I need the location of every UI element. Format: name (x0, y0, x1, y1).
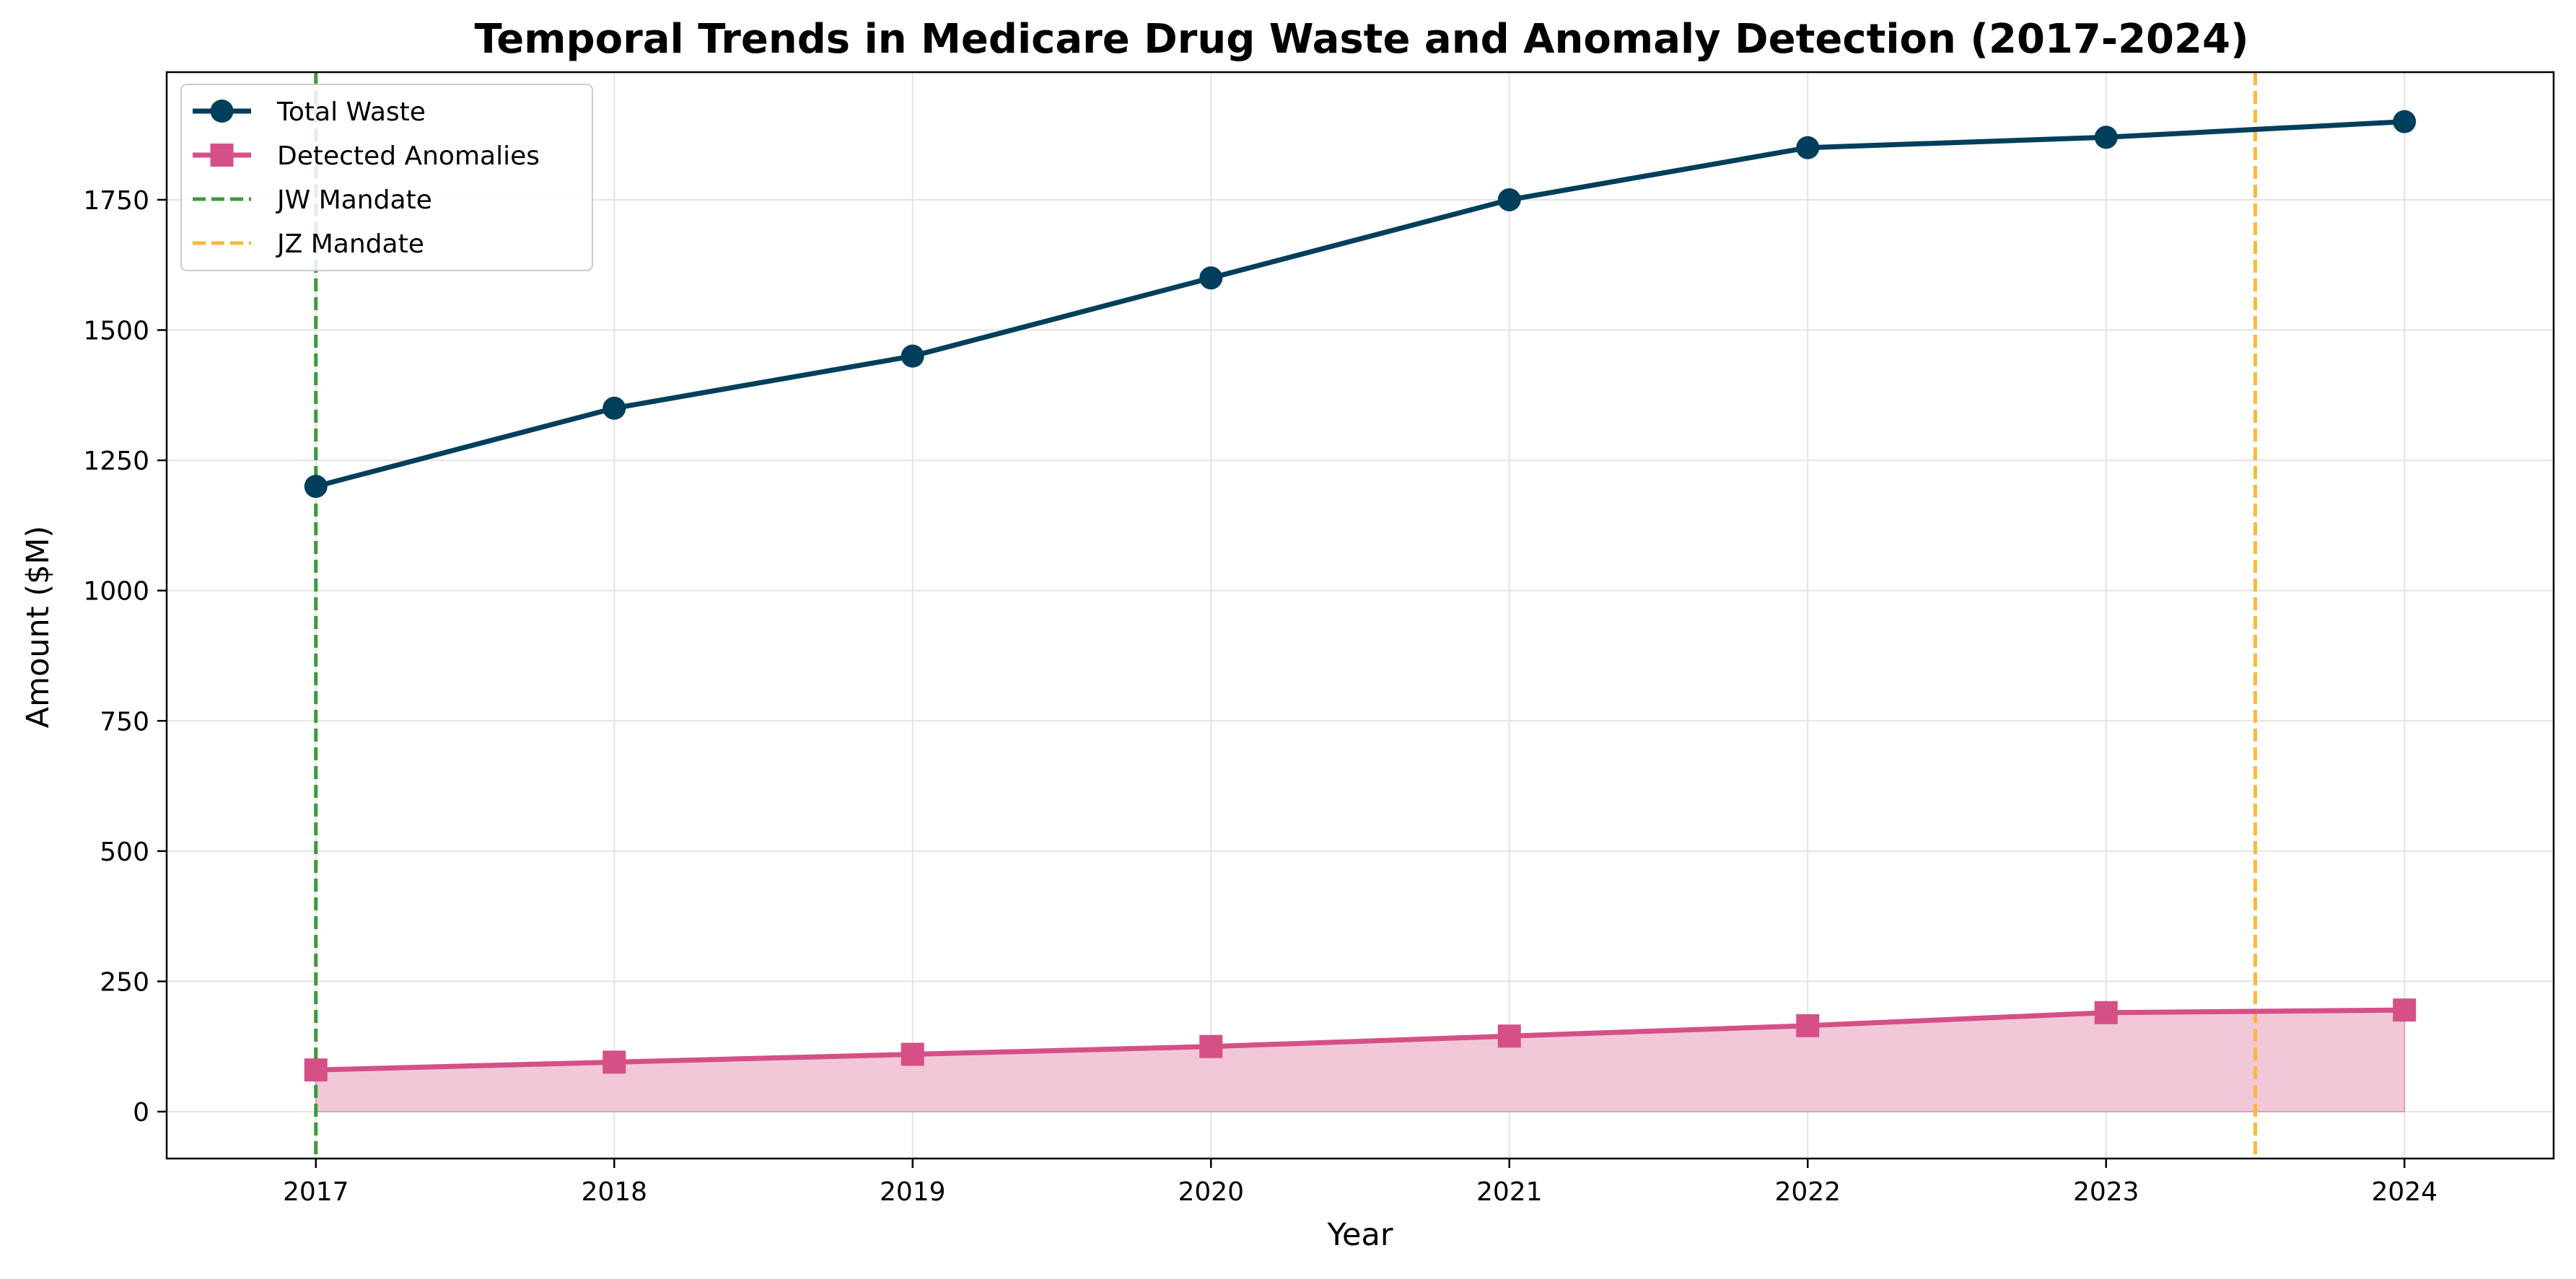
x-tick-label: 2017 (283, 1177, 349, 1207)
total-waste-point (1199, 266, 1223, 290)
legend-detected-anomalies-label: Detected Anomalies (277, 141, 540, 171)
x-tick-label: 2021 (1476, 1177, 1543, 1207)
x-tick-label: 2023 (2073, 1177, 2139, 1207)
detected-anomalies-point (603, 1050, 626, 1074)
legend-box (180, 84, 593, 271)
legend-detected-anomalies-marker (210, 144, 234, 167)
y-tick-label: 1750 (83, 186, 149, 216)
mandate-lines (314, 72, 2257, 1159)
total-waste-point (2094, 126, 2118, 149)
y-tick-label: 1000 (83, 577, 149, 607)
total-waste-point (2393, 110, 2417, 133)
x-axis-label: Year (1326, 1217, 1393, 1253)
y-tick-label: 0 (133, 1098, 149, 1128)
legend-total-waste-label: Total Waste (276, 97, 426, 127)
legend-jw-mandate-label: JW Mandate (276, 185, 432, 215)
y-tick-label: 500 (100, 838, 149, 867)
total-waste-point (603, 396, 626, 420)
detected-anomalies-point (1199, 1034, 1223, 1058)
total-waste-line (315, 119, 2405, 489)
total-waste-point (1796, 136, 1820, 159)
total-waste-point (304, 475, 328, 498)
x-tick-label: 2024 (2371, 1177, 2437, 1207)
legend: Total Waste Detected Anomalies JW Mandate J… (180, 84, 593, 271)
total-waste-point (1497, 188, 1521, 211)
x-tick-label: 2020 (1178, 1177, 1244, 1207)
axis-ticks: 2017 2018 2019 2020 2021 2022 2023 2024 0 250 500 7… (83, 186, 2437, 1207)
chart-title: Temporal Trends in Medicare Drug Waste a… (474, 16, 2248, 63)
data-series (304, 110, 2417, 1082)
total-waste-point (901, 344, 924, 368)
detected-anomalies-point (304, 1058, 328, 1082)
x-tick-label: 2018 (581, 1177, 647, 1207)
y-tick-label: 250 (100, 967, 149, 997)
detected-anomalies-point (2094, 1001, 2118, 1024)
y-tick-label: 750 (100, 707, 149, 737)
detected-anomalies-point (1497, 1024, 1521, 1048)
grid-lines (167, 72, 2554, 1159)
detected-anomalies-point (1796, 1014, 1820, 1037)
detected-anomalies-point (2393, 998, 2417, 1022)
plot-area-frame (165, 71, 2555, 1160)
legend-total-waste-marker (210, 100, 234, 123)
y-tick-label: 1250 (83, 447, 149, 476)
y-axis-label: Amount ($M) (20, 526, 56, 729)
detected-anomalies-point (901, 1042, 924, 1066)
x-tick-label: 2019 (880, 1177, 946, 1207)
legend-jz-mandate-label: JZ Mandate (276, 229, 424, 259)
x-tick-label: 2022 (1774, 1177, 1841, 1207)
y-tick-label: 1500 (83, 317, 149, 346)
detected-anomalies-line (315, 1007, 2405, 1073)
